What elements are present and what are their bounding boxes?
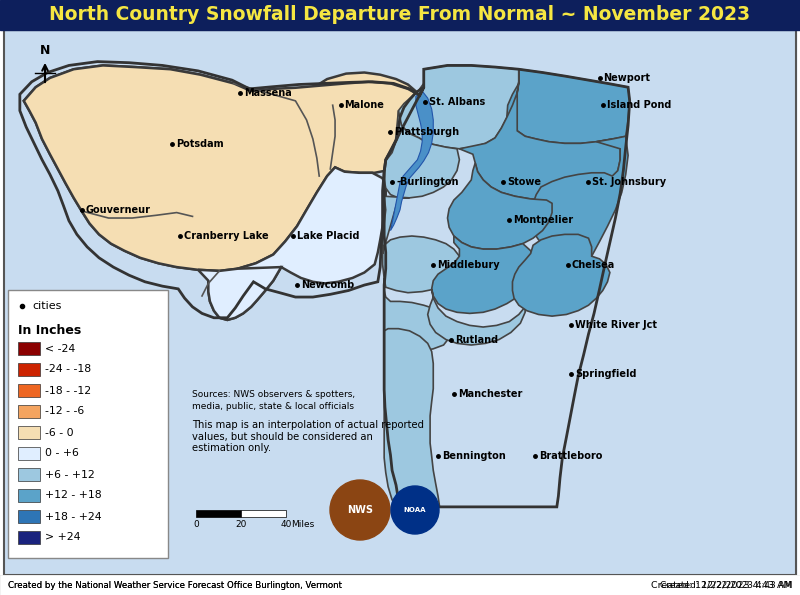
Text: NOAA: NOAA (404, 507, 426, 513)
Text: Lake Placid: Lake Placid (297, 231, 359, 241)
Text: cities: cities (32, 301, 62, 311)
Bar (196, 510, 241, 517)
Text: Rutland: Rutland (455, 334, 498, 345)
Bar (18, 405, 40, 418)
Bar (8, 290, 168, 558)
Text: -Burlington: -Burlington (396, 177, 458, 186)
Text: Springfield: Springfield (575, 369, 637, 380)
Polygon shape (459, 69, 620, 200)
Polygon shape (530, 136, 628, 258)
Polygon shape (24, 65, 426, 271)
Text: Plattsburgh: Plattsburgh (394, 127, 460, 137)
Circle shape (330, 480, 390, 540)
Text: Newport: Newport (603, 73, 650, 83)
Polygon shape (24, 65, 345, 271)
Bar (0, 0, 800, 30)
Text: +6 - +12: +6 - +12 (45, 469, 94, 480)
Text: Created: 12/22/2023 4:43 AM: Created: 12/22/2023 4:43 AM (651, 581, 792, 590)
Text: media, public, state & local officials: media, public, state & local officials (192, 402, 354, 411)
Bar (0, 575, 800, 595)
Text: Created by the National Weather Service Forecast Office Burlington, Vermont: Created by the National Weather Service … (8, 581, 342, 590)
Text: North Country Snowfall Departure From Normal ~ November 2023: North Country Snowfall Departure From No… (50, 5, 750, 24)
Polygon shape (432, 236, 533, 314)
Polygon shape (384, 111, 459, 198)
Text: Brattleboro: Brattleboro (538, 451, 602, 461)
Text: Island Pond: Island Pond (606, 100, 671, 110)
Polygon shape (382, 196, 462, 293)
Text: Created by the National Weather Service Forecast Office Burlington, Vermont: Created by the National Weather Service … (8, 581, 342, 590)
Bar (18, 489, 40, 502)
Text: Cranberry Lake: Cranberry Lake (184, 231, 269, 241)
Polygon shape (398, 65, 519, 149)
Text: Chelsea: Chelsea (572, 261, 615, 271)
Text: Newcomb: Newcomb (301, 280, 354, 290)
Text: -24 - -18: -24 - -18 (45, 365, 91, 374)
Circle shape (391, 486, 439, 534)
Bar (0, 575, 800, 595)
Polygon shape (513, 234, 610, 316)
Text: -18 - -12: -18 - -12 (45, 386, 91, 396)
Polygon shape (295, 73, 424, 127)
Bar (18, 384, 40, 397)
Text: St. Johnsbury: St. Johnsbury (593, 177, 666, 186)
Bar (18, 447, 40, 460)
Text: St. Albans: St. Albans (430, 97, 486, 107)
Polygon shape (208, 167, 386, 320)
Text: Miles: Miles (291, 520, 314, 529)
Polygon shape (507, 69, 630, 143)
Text: > +24: > +24 (45, 533, 81, 543)
Text: Massena: Massena (244, 88, 292, 98)
Bar (18, 342, 40, 355)
Text: White River Jct: White River Jct (575, 320, 657, 330)
Text: < -24: < -24 (45, 343, 75, 353)
Text: Malone: Malone (345, 100, 385, 110)
Text: This map is an interpolation of actual reported
values, but should be considered: This map is an interpolation of actual r… (192, 420, 424, 453)
Polygon shape (325, 102, 424, 178)
Polygon shape (428, 281, 528, 345)
Text: 20: 20 (235, 520, 246, 529)
Polygon shape (384, 278, 451, 352)
Text: +12 - +18: +12 - +18 (45, 490, 102, 500)
Polygon shape (384, 328, 440, 507)
Bar (18, 363, 40, 376)
Text: Sources: NWS observers & spotters,: Sources: NWS observers & spotters, (192, 390, 355, 399)
Text: Bennington: Bennington (442, 451, 506, 461)
Text: 0 - +6: 0 - +6 (45, 449, 79, 459)
Text: Manchester: Manchester (458, 389, 522, 399)
Text: Montpelier: Montpelier (514, 215, 574, 225)
Bar (18, 468, 40, 481)
Text: Gouverneur: Gouverneur (86, 205, 150, 215)
Text: +18 - +24: +18 - +24 (45, 512, 102, 521)
Polygon shape (447, 163, 552, 249)
Text: Created: 12/22/2023 4:43 AM: Created: 12/22/2023 4:43 AM (659, 581, 792, 590)
Bar (241, 510, 286, 517)
Bar (18, 426, 40, 439)
Text: In Inches: In Inches (18, 324, 82, 337)
Bar (18, 510, 40, 523)
Polygon shape (390, 91, 434, 230)
Text: Stowe: Stowe (507, 177, 541, 186)
Text: N: N (40, 44, 50, 57)
Text: NWS: NWS (347, 505, 373, 515)
Polygon shape (198, 267, 282, 320)
Text: -12 - -6: -12 - -6 (45, 406, 84, 416)
Text: -6 - 0: -6 - 0 (45, 427, 74, 437)
Text: Potsdam: Potsdam (176, 139, 223, 149)
Text: 40: 40 (280, 520, 292, 529)
Text: Middlebury: Middlebury (438, 261, 500, 271)
Bar (18, 531, 40, 544)
Text: 0: 0 (193, 520, 199, 529)
